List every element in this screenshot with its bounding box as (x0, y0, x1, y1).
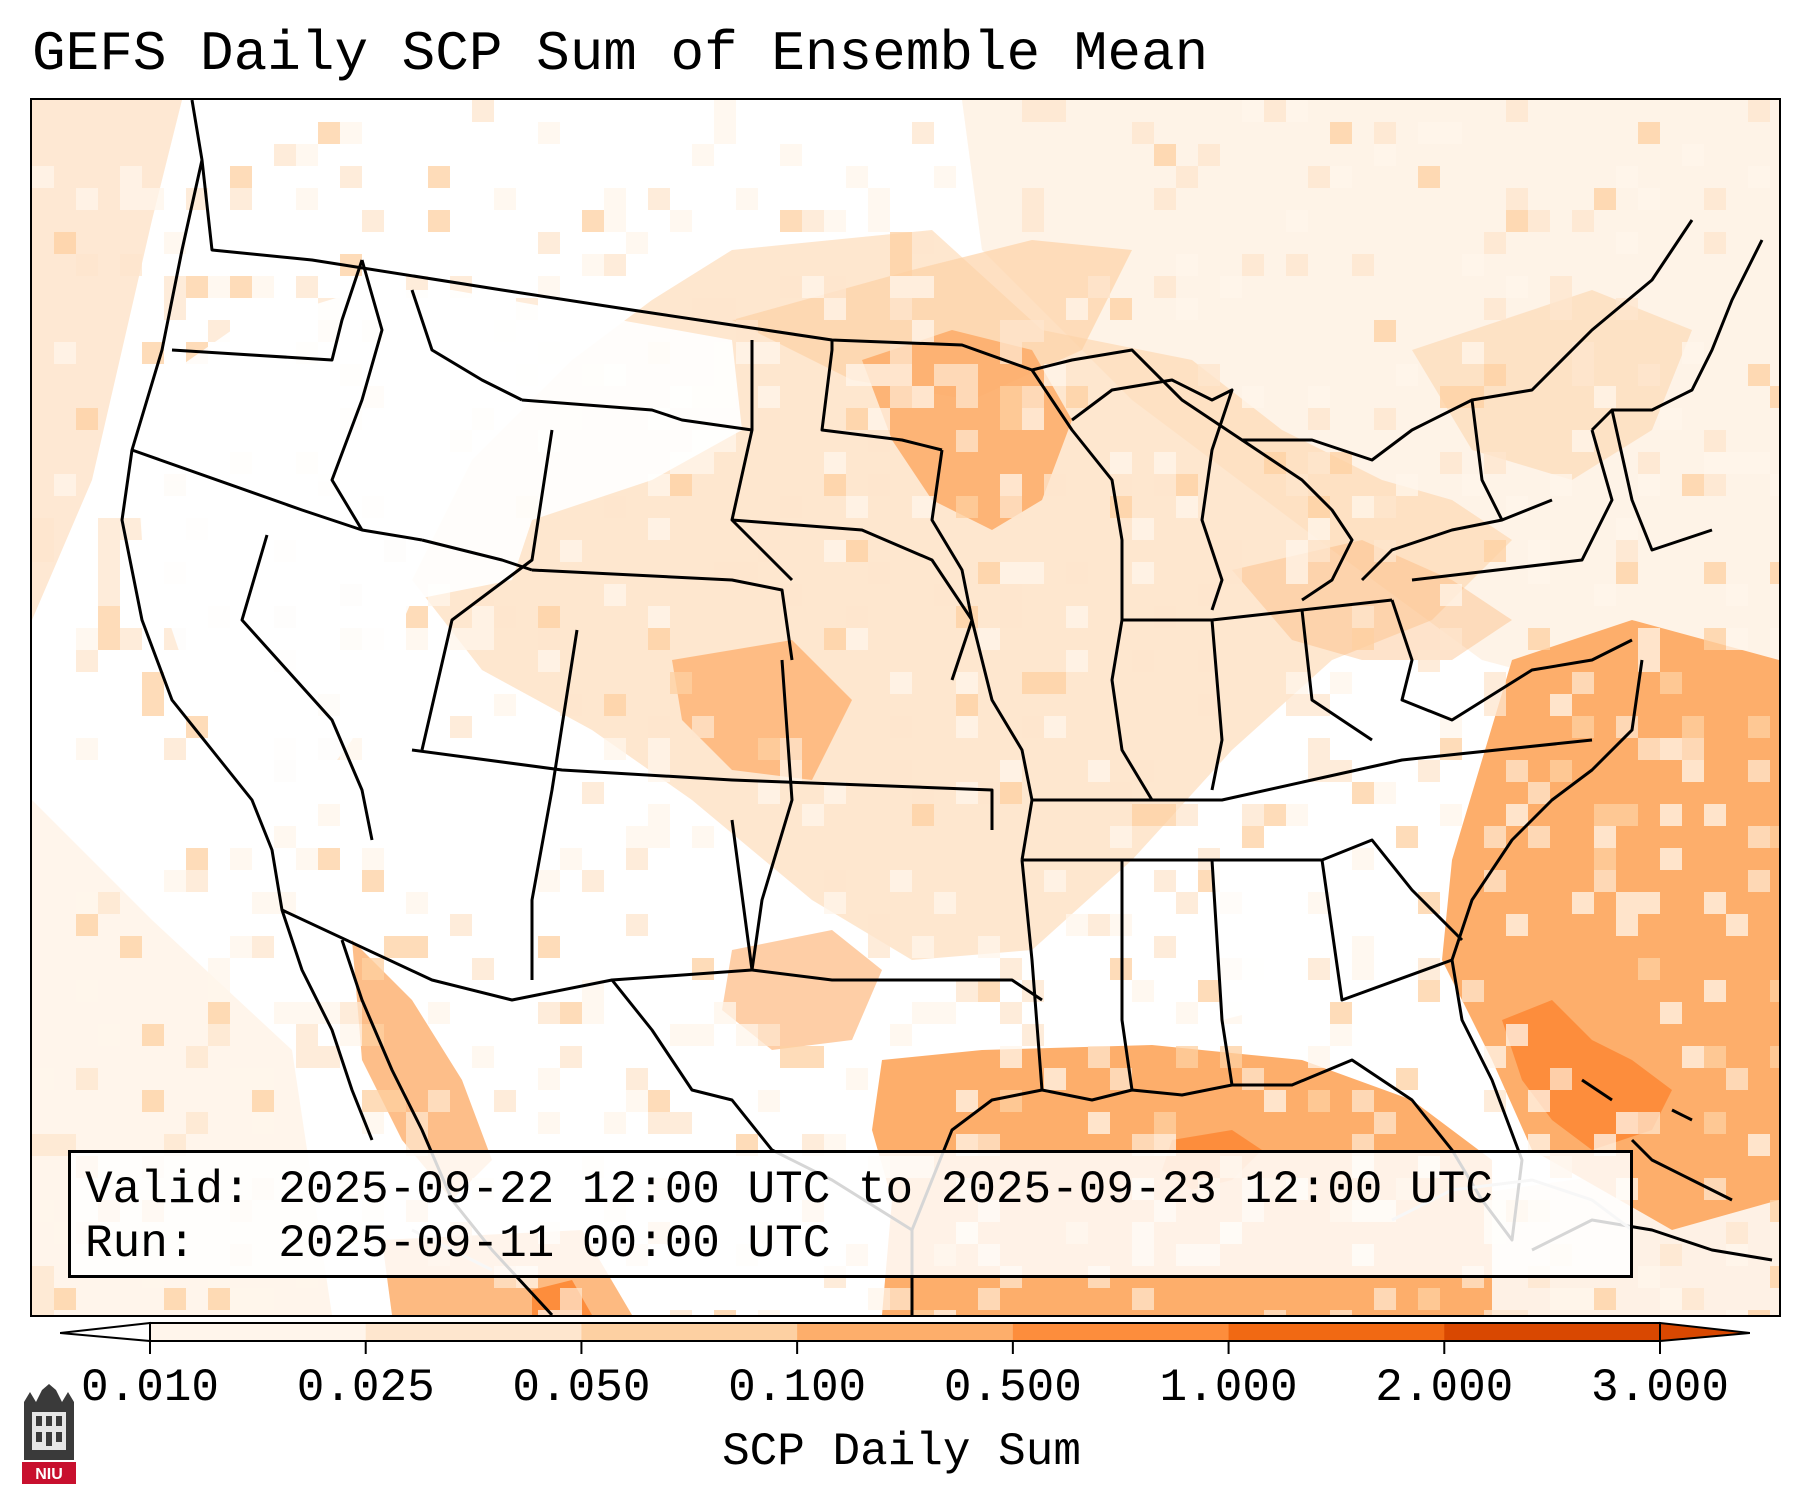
colorbar-label: SCP Daily Sum (722, 1426, 1081, 1478)
colorbar-tick-label: 0.010 (80, 1362, 220, 1414)
niu-tower-icon (24, 1384, 74, 1460)
valid-time-line: Valid: 2025-09-22 12:00 UTC to 2025-09-2… (85, 1164, 1493, 1216)
colorbar-extend-low (60, 1321, 151, 1343)
niu-logo-text: NIU (35, 1466, 63, 1483)
scp-map (32, 100, 1779, 1315)
colorbar-segment (1444, 1323, 1661, 1341)
colorbar-segment (1228, 1323, 1445, 1341)
niu-badge (22, 1462, 76, 1484)
colorbar-tick-label: 0.025 (296, 1362, 435, 1414)
map-panel (30, 98, 1781, 1317)
colorbar-tick-label: 1.000 (1159, 1362, 1298, 1414)
colorbar-tick-label: 0.050 (512, 1362, 651, 1414)
map-title: GEFS Daily SCP Sum of Ensemble Mean (32, 22, 1209, 86)
validity-info-box: Valid: 2025-09-22 12:00 UTC to 2025-09-2… (68, 1150, 1633, 1278)
colorbar-extend-high (1659, 1321, 1750, 1343)
colorbar-segment (365, 1323, 582, 1341)
colorbar-tick-label: 0.500 (943, 1362, 1082, 1414)
colorbar-tick-label: 3.000 (1590, 1362, 1730, 1414)
colorbar-segment (797, 1323, 1014, 1341)
colorbar-segment (150, 1323, 367, 1341)
run-time-line: Run: 2025-09-11 00:00 UTC (85, 1218, 831, 1270)
colorbar-tick-label: 0.100 (728, 1362, 867, 1414)
colorbar-ticks (149, 1341, 1661, 1354)
colorbar-tick-label: 2.000 (1375, 1362, 1514, 1414)
colorbar-segments (150, 1323, 1661, 1341)
colorbar (60, 1321, 1750, 1354)
niu-logo: NIU (22, 1384, 76, 1484)
colorbar-segment (581, 1323, 798, 1341)
colorbar-segment (1012, 1323, 1230, 1341)
colorbar-outline (149, 1322, 1661, 1342)
